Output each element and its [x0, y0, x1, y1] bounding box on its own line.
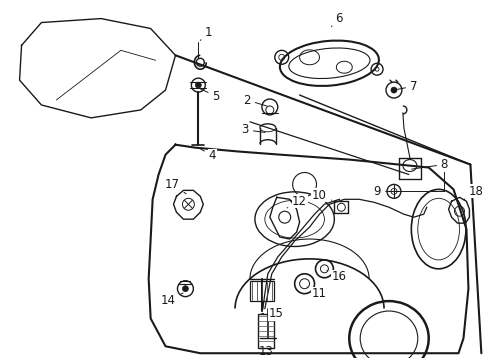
Text: 4: 4 — [201, 149, 216, 162]
Text: 5: 5 — [201, 89, 220, 103]
Text: 18: 18 — [463, 185, 483, 200]
Text: 16: 16 — [326, 270, 346, 283]
Text: 17: 17 — [164, 178, 186, 194]
Text: 14: 14 — [161, 293, 183, 307]
Text: 1: 1 — [200, 26, 212, 40]
Text: 13: 13 — [258, 345, 273, 358]
Text: 6: 6 — [331, 12, 343, 27]
Text: 8: 8 — [411, 158, 447, 171]
Circle shape — [182, 286, 188, 292]
Text: 15: 15 — [262, 307, 283, 320]
Text: 12: 12 — [286, 195, 306, 208]
Circle shape — [195, 82, 201, 88]
Circle shape — [390, 87, 396, 93]
Text: 3: 3 — [241, 123, 264, 136]
Text: 10: 10 — [311, 189, 331, 202]
Text: 11: 11 — [306, 287, 326, 300]
Text: 9: 9 — [372, 185, 390, 198]
Text: 7: 7 — [396, 80, 417, 93]
Text: 2: 2 — [243, 94, 266, 107]
